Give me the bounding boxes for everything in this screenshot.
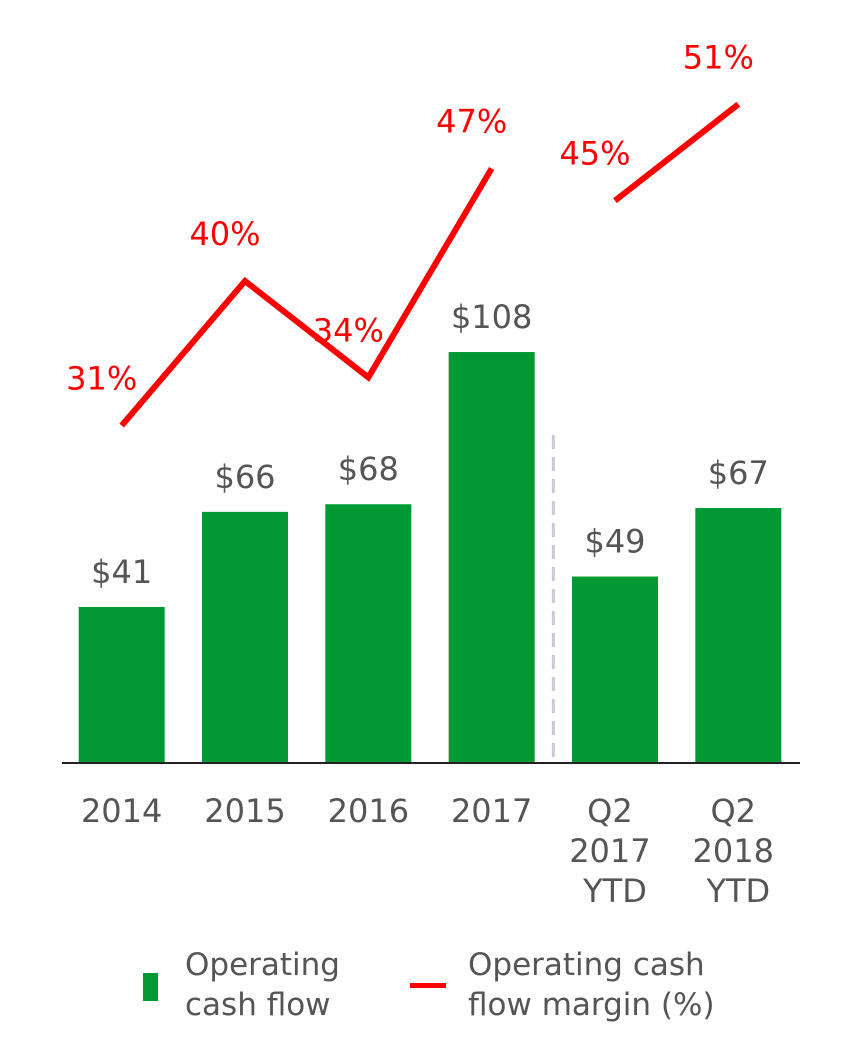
bar — [202, 511, 288, 763]
data-label: $68 — [338, 450, 399, 488]
data-label: $41 — [91, 553, 152, 591]
data-label: $66 — [214, 458, 275, 496]
bar — [448, 352, 535, 763]
bar — [325, 504, 412, 763]
line — [613, 101, 741, 204]
legend-label: Operating cash flow — [185, 947, 340, 1023]
line — [119, 167, 495, 428]
data-label: 51% — [683, 38, 754, 76]
data-label: 34% — [313, 311, 384, 349]
legend-swatch — [143, 973, 158, 1001]
bar — [78, 606, 165, 763]
x-tick-label: Q2 2018 YTD — [693, 792, 785, 910]
data-label: 31% — [66, 360, 137, 398]
data-label: $49 — [584, 523, 645, 561]
bar — [572, 576, 658, 763]
x-tick-label: 2017 — [451, 792, 532, 830]
legend-label: Operating cash flow margin (%) — [468, 947, 715, 1023]
data-label: 45% — [559, 135, 630, 173]
x-tick-label: 2016 — [328, 792, 409, 830]
x-tick-label: 2014 — [81, 792, 162, 830]
data-label: $67 — [708, 454, 769, 492]
x-tick-label: 2015 — [204, 792, 285, 830]
legend-swatch — [410, 983, 446, 988]
data-label: $108 — [451, 298, 532, 336]
data-label: 40% — [189, 215, 260, 253]
data-label: 47% — [436, 103, 507, 141]
x-tick-label: Q2 2017 YTD — [569, 792, 661, 910]
bar — [695, 508, 782, 763]
